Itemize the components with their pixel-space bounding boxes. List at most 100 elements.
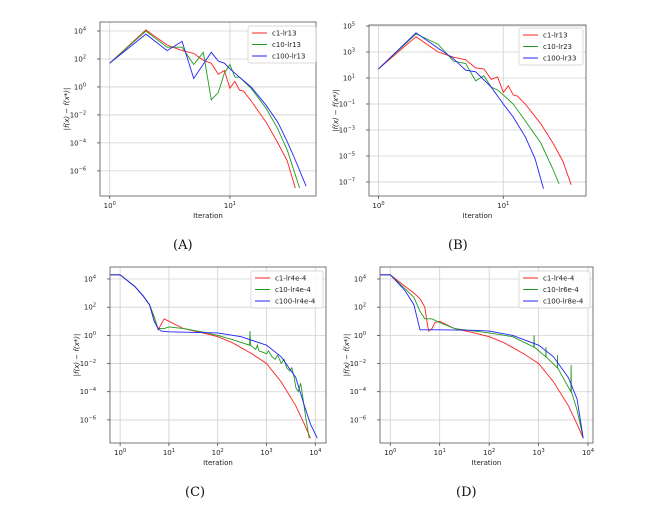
- y-tick-exponent: 0: [83, 82, 86, 88]
- y-axis-label: |f(x) − f(x*)|: [63, 88, 71, 131]
- x-tick-label: 101: [434, 448, 446, 457]
- x-tick-exponent: 3: [269, 448, 272, 454]
- y-tick-label: 10−7: [339, 177, 355, 186]
- x-tick-exponent: 4: [591, 448, 594, 454]
- y-tick-label: 100: [84, 331, 96, 340]
- axes-frame: [379, 266, 594, 444]
- legend-label: c100-lr33: [543, 55, 576, 63]
- legend-label: c1-lr4e-4: [275, 275, 307, 283]
- legend: c1-lr4e-4 c10-lr6e-4 c100-lr8e-4: [518, 270, 591, 309]
- legend: c1-lr13 c10-lr23 c100-lr33: [518, 27, 584, 66]
- x-tick-exponent: 3: [541, 448, 544, 454]
- series-line-c1-lr4e-4: [380, 274, 584, 439]
- subplot-a: 100 10110410210010−210−410−6Iteration|f(x…: [63, 21, 317, 220]
- x-tick-label: 103: [533, 448, 545, 457]
- y-tick-exponent: −6: [79, 166, 86, 172]
- y-tick-exponent: −4: [359, 387, 366, 393]
- legend-label: c1-lr13: [272, 30, 297, 38]
- caption-a: (A): [173, 238, 193, 253]
- x-tick-label: 102: [483, 448, 495, 457]
- y-tick-label: 103: [343, 48, 355, 57]
- y-axis-label: |f(x) − f(x*)|: [343, 334, 351, 377]
- series-line-c10-lr13: [109, 30, 301, 189]
- series-line-c100-lr4e-4: [110, 274, 318, 439]
- y-tick-exponent: 5: [352, 22, 355, 28]
- x-tick-label: 104: [582, 448, 594, 457]
- y-tick-label: 100: [74, 82, 86, 91]
- legend-label: c100-lr13: [272, 53, 305, 61]
- x-axis-label: Iteration: [203, 459, 233, 467]
- y-axis-label: |f(x) − f(x*)|: [332, 89, 340, 132]
- x-tick-label: 101: [224, 201, 236, 210]
- y-tick-label: 10−4: [80, 387, 96, 396]
- y-tick-label: 10−5: [339, 151, 355, 160]
- series-line-c1-lr13: [109, 29, 296, 189]
- series-line-c100-lr33: [378, 32, 544, 189]
- x-axis-label: Iteration: [472, 459, 502, 467]
- x-tick-exponent: 1: [506, 201, 509, 207]
- y-tick-label: 100: [354, 331, 366, 340]
- y-tick-exponent: −5: [348, 151, 355, 157]
- y-tick-label: 101: [343, 74, 355, 83]
- x-tick-exponent: 1: [233, 201, 236, 207]
- y-tick-exponent: −2: [79, 110, 86, 116]
- subplot-c: 100 101 102 103 10410410210010−210−410−6Iter…: [73, 266, 327, 467]
- x-tick-exponent: 0: [113, 201, 116, 207]
- x-tick-exponent: 2: [221, 448, 224, 454]
- legend-label: c10-lr6e-4: [543, 286, 579, 294]
- x-tick-exponent: 1: [172, 448, 175, 454]
- legend-label: c100-lr8e-4: [543, 298, 584, 306]
- legend-label: c10-lr13: [272, 41, 301, 49]
- y-tick-label: 10−1: [339, 99, 355, 108]
- y-tick-exponent: −2: [89, 359, 96, 365]
- series-line-c10-lr6e-4: [380, 274, 584, 439]
- y-tick-exponent: −7: [348, 177, 355, 183]
- y-axis-label: |f(x) − f(x*)|: [73, 334, 81, 377]
- y-tick-exponent: 4: [93, 274, 96, 280]
- x-tick-exponent: 4: [318, 448, 321, 454]
- legend-label: c100-lr4e-4: [275, 298, 316, 306]
- y-tick-exponent: −1: [348, 99, 355, 105]
- y-tick-exponent: 2: [363, 303, 366, 309]
- x-tick-exponent: 1: [443, 448, 446, 454]
- legend-label: c10-lr23: [543, 43, 572, 51]
- legend-box: [518, 270, 591, 309]
- series-line-c100-lr13: [109, 33, 307, 187]
- y-tick-exponent: −4: [89, 387, 96, 393]
- legend-label: c10-lr4e-4: [275, 286, 311, 294]
- y-tick-label: 10−6: [70, 166, 86, 175]
- x-tick-exponent: 2: [492, 448, 495, 454]
- y-tick-label: 10−4: [350, 387, 366, 396]
- legend-box: [247, 25, 317, 64]
- y-tick-exponent: 2: [83, 54, 86, 60]
- y-tick-exponent: 0: [363, 331, 366, 337]
- y-tick-exponent: 4: [363, 274, 366, 280]
- x-tick-label: 100: [114, 448, 126, 457]
- subplot-b: 100 10110510310110−110−310−510−7Iteration…: [332, 22, 587, 220]
- x-tick-label: 100: [104, 201, 116, 210]
- caption-d: (D): [456, 485, 477, 500]
- y-tick-label: 104: [84, 274, 96, 283]
- y-tick-label: 10−6: [350, 415, 366, 424]
- y-tick-label: 10−3: [339, 125, 355, 134]
- x-tick-label: 100: [372, 201, 384, 210]
- caption-b: (B): [448, 238, 468, 253]
- legend: c1-lr4e-4 c10-lr4e-4 c100-lr4e-4: [250, 270, 324, 309]
- y-tick-label: 10−4: [70, 138, 86, 147]
- x-tick-label: 103: [260, 448, 272, 457]
- y-tick-label: 10−2: [350, 359, 366, 368]
- y-tick-exponent: −6: [359, 415, 366, 421]
- legend-box: [518, 27, 584, 66]
- x-tick-label: 100: [384, 448, 396, 457]
- y-tick-label: 105: [343, 22, 355, 31]
- subplot-d: 100 101 102 103 10410410210010−210−410−6Iter…: [343, 266, 594, 467]
- y-tick-label: 102: [84, 303, 96, 312]
- caption-c: (C): [185, 485, 206, 500]
- x-tick-label: 101: [497, 201, 509, 210]
- axes-frame: [368, 24, 587, 197]
- x-tick-exponent: 0: [381, 201, 384, 207]
- y-tick-label: 102: [354, 303, 366, 312]
- y-tick-exponent: −6: [89, 415, 96, 421]
- y-tick-label: 102: [74, 54, 86, 63]
- y-tick-exponent: −2: [359, 359, 366, 365]
